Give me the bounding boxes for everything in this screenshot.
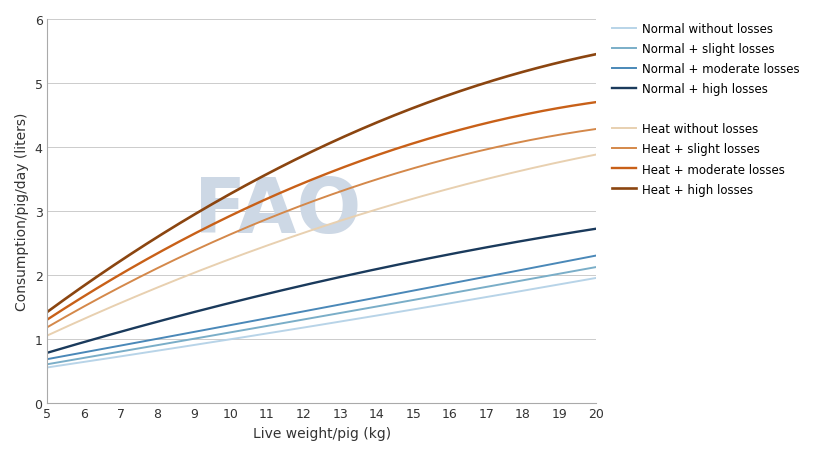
Legend: Normal without losses, Normal + slight losses, Normal + moderate losses, Normal : Normal without losses, Normal + slight l… [607,18,803,201]
X-axis label: Live weight/pig (kg): Live weight/pig (kg) [252,426,391,440]
Text: FAO: FAO [194,174,361,248]
Y-axis label: Consumption/pig/day (liters): Consumption/pig/day (liters) [15,112,29,310]
